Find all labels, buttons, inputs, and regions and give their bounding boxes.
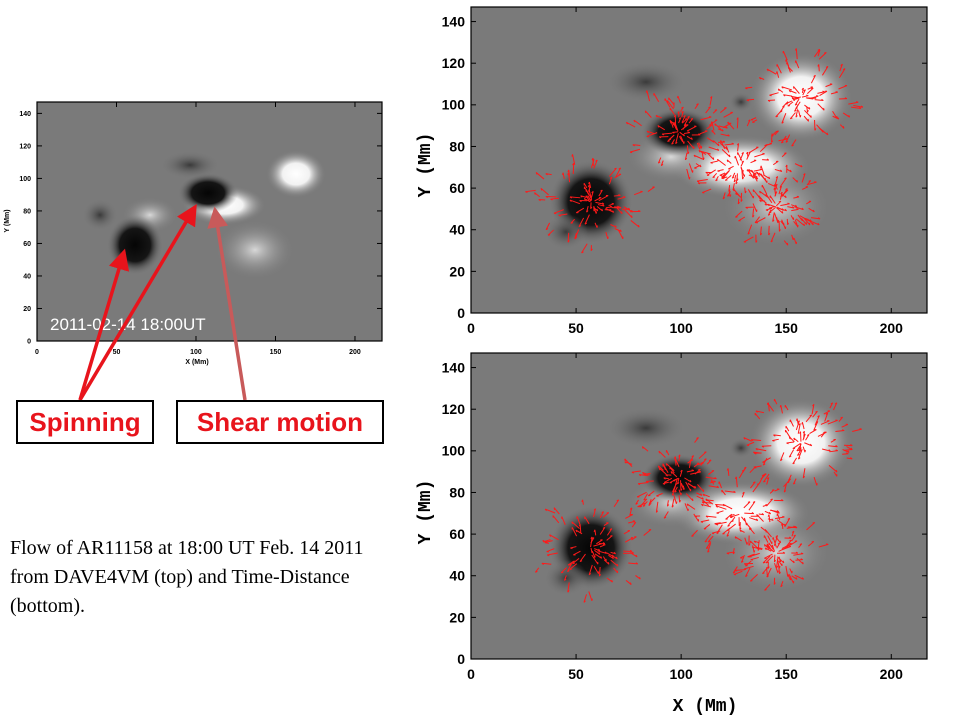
- bottom-y-tick-label: 60: [449, 526, 465, 542]
- bottom-y-tick-label: 80: [449, 484, 465, 500]
- bottom-y-ticks: 0 20 40 60 80 100 120 140: [442, 359, 927, 667]
- bottom-y-label: Y (Mm): [416, 480, 436, 545]
- inset-x-tick-label: 100: [190, 349, 202, 356]
- bottom-x-tick-label: 0: [467, 666, 475, 682]
- spinning-arrow-1: [78, 248, 130, 401]
- bottom-y-tick-label: 100: [442, 443, 466, 459]
- inset-y-tick-label: 100: [19, 176, 31, 183]
- inset-y-tick-label: 40: [23, 273, 31, 280]
- bottom-y-tick-label: 40: [449, 568, 465, 584]
- bottom-x-tick-label: 150: [775, 666, 799, 682]
- inset-y-tick-label: 140: [19, 111, 31, 118]
- callout-arrows: [78, 203, 247, 401]
- inset-x-tick-label: 50: [113, 349, 121, 356]
- top-x-tick-label: 100: [669, 320, 693, 336]
- inset-y-tick-label: 20: [23, 306, 31, 313]
- inset-magnetogram: 2011-02-14 18:00UT 0 20 40 60 80 100 120 140 0 5…: [4, 101, 383, 366]
- top-x-ticks: 0 50 100 150 200: [467, 7, 903, 336]
- bottom-flow-vectors: [534, 398, 862, 603]
- top-x-tick-label: 200: [880, 320, 904, 336]
- bottom-y-tick-label: 0: [457, 651, 465, 667]
- shear-motion-label: Shear motion: [176, 400, 384, 444]
- bottom-y-tick-label: 140: [442, 359, 466, 375]
- top-y-ticks: 0 20 40 60 80 100 120 140: [442, 13, 927, 321]
- inset-y-ticks: 0 20 40 60 80 100 120 140: [19, 111, 382, 345]
- inset-y-tick-label: 0: [27, 338, 31, 345]
- spinning-label: Spinning: [16, 400, 154, 444]
- inset-y-label: Y (Mm): [4, 209, 11, 232]
- figure-caption: Flow of AR11158 at 18:00 UT Feb. 14 2011…: [10, 537, 364, 617]
- inset-frame: [36, 101, 383, 342]
- top-y-tick-label: 100: [442, 97, 466, 113]
- bottom-x-tick-label: 100: [669, 666, 693, 682]
- bottom-x-label: X (Mm): [673, 697, 738, 717]
- top-x-tick-label: 0: [467, 320, 475, 336]
- bottom-y-tick-label: 120: [442, 401, 466, 417]
- bottom-y-tick-label: 20: [449, 609, 465, 625]
- bottom-panel: 0 20 40 60 80 100 120 140 0 50 100 150 200 Y (Mm) X…: [416, 352, 928, 717]
- inset-x-tick-label: 0: [35, 349, 39, 356]
- inset-polarity-blobs: [82, 150, 326, 280]
- bottom-x-tick-label: 50: [568, 666, 584, 682]
- top-y-tick-label: 80: [449, 138, 465, 154]
- top-y-tick-label: 40: [449, 222, 465, 238]
- bottom-x-ticks: 0 50 100 150 200: [467, 353, 903, 682]
- inset-x-label: X (Mm): [185, 359, 208, 366]
- top-y-tick-label: 120: [442, 55, 466, 71]
- top-y-tick-label: 60: [449, 180, 465, 196]
- bottom-x-tick-label: 200: [880, 666, 904, 682]
- top-frame: [470, 6, 928, 314]
- inset-timestamp: 2011-02-14 18:00UT: [50, 315, 206, 334]
- top-y-tick-label: 140: [442, 13, 466, 29]
- bottom-frame: [470, 352, 928, 660]
- top-flow-vectors: [525, 48, 864, 254]
- top-x-tick-label: 50: [568, 320, 584, 336]
- spinning-arrow-2: [78, 203, 197, 401]
- inset-y-tick-label: 120: [19, 143, 31, 150]
- top-x-tick-label: 150: [775, 320, 799, 336]
- inset-y-tick-label: 80: [23, 208, 31, 215]
- shear-arrow: [207, 206, 247, 401]
- top-y-tick-label: 0: [457, 305, 465, 321]
- inset-x-tick-label: 150: [270, 349, 282, 356]
- top-y-label: Y (Mm): [416, 133, 436, 198]
- inset-x-tick-label: 200: [349, 349, 361, 356]
- top-y-tick-label: 20: [449, 263, 465, 279]
- top-panel: 0 20 40 60 80 100 120 140 0 50 100 150 200 Y (Mm): [416, 6, 928, 336]
- inset-y-tick-label: 60: [23, 241, 31, 248]
